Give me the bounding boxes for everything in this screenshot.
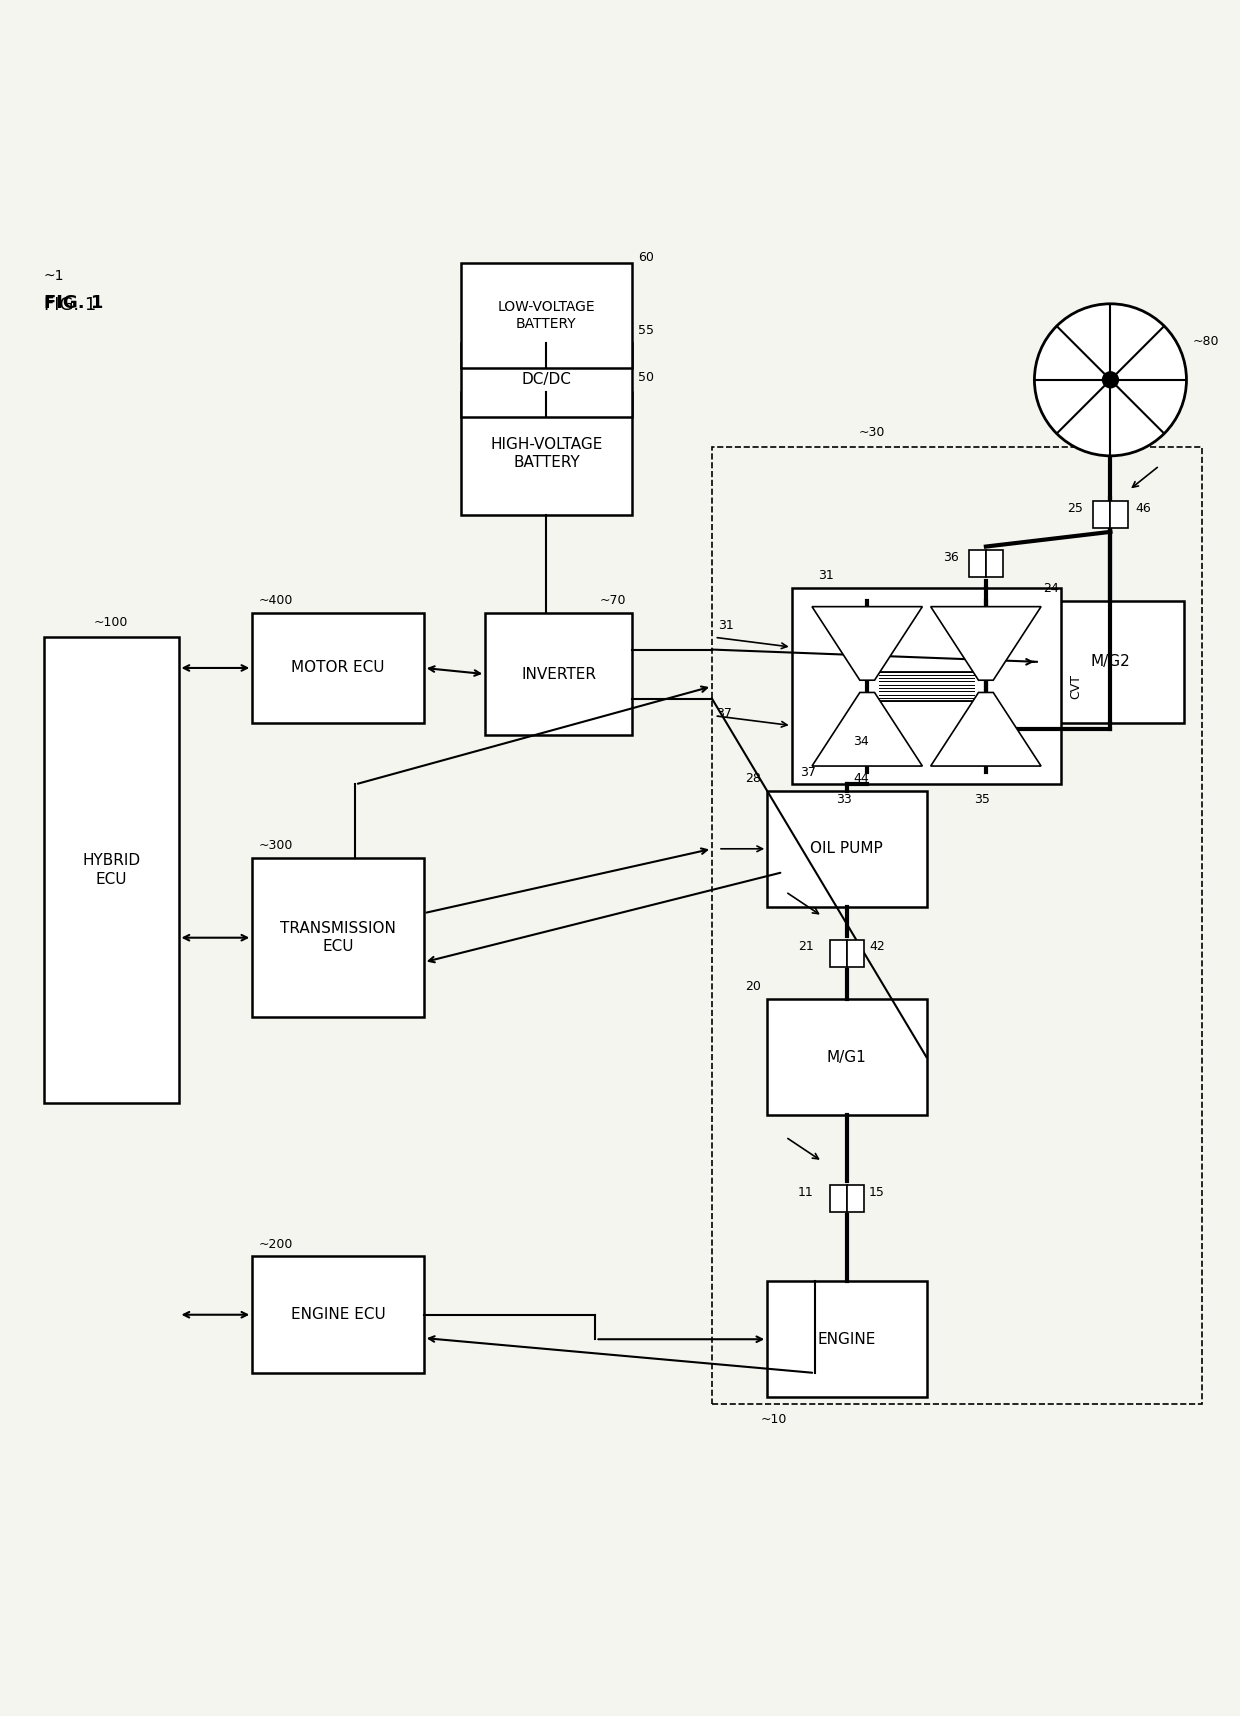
- Text: M/G2: M/G2: [1090, 654, 1131, 669]
- Bar: [460, 263, 632, 367]
- Text: 42: 42: [869, 940, 884, 954]
- Bar: [252, 1256, 424, 1373]
- Text: LOW-VOLTAGE
BATTERY: LOW-VOLTAGE BATTERY: [497, 300, 595, 331]
- Bar: [847, 1184, 864, 1211]
- Text: FIG. 1: FIG. 1: [43, 293, 103, 312]
- Bar: [712, 448, 1203, 1404]
- Text: ~200: ~200: [258, 1237, 293, 1251]
- Bar: [768, 791, 926, 908]
- Text: OIL PUMP: OIL PUMP: [811, 841, 883, 856]
- Text: CVT: CVT: [1070, 674, 1083, 698]
- Bar: [1111, 501, 1127, 529]
- Text: ~400: ~400: [258, 594, 293, 607]
- Text: 24: 24: [1043, 582, 1059, 595]
- Text: 15: 15: [869, 1186, 885, 1198]
- Polygon shape: [812, 607, 923, 680]
- Text: ENGINE: ENGINE: [817, 1332, 875, 1347]
- Text: ~70: ~70: [600, 594, 626, 607]
- Text: TRANSMISSION
ECU: TRANSMISSION ECU: [280, 921, 396, 954]
- Text: 37: 37: [800, 765, 816, 779]
- Bar: [252, 858, 424, 1018]
- Text: 31: 31: [718, 618, 734, 631]
- Text: DC/DC: DC/DC: [522, 372, 572, 388]
- Text: 28: 28: [745, 772, 761, 784]
- Bar: [847, 940, 864, 966]
- Text: ~80: ~80: [1193, 335, 1219, 348]
- Text: ~10: ~10: [761, 1412, 787, 1426]
- Bar: [252, 613, 424, 722]
- Text: 33: 33: [837, 793, 852, 805]
- Bar: [791, 589, 1061, 784]
- Text: 50: 50: [639, 371, 655, 384]
- Bar: [460, 391, 632, 515]
- Text: 21: 21: [797, 940, 813, 954]
- Text: ~100: ~100: [94, 616, 129, 630]
- Circle shape: [1034, 304, 1187, 456]
- Polygon shape: [812, 693, 923, 765]
- Text: FIG. 1: FIG. 1: [43, 297, 95, 314]
- Text: 34: 34: [853, 734, 869, 748]
- Text: 31: 31: [818, 570, 833, 582]
- Bar: [460, 343, 632, 417]
- Circle shape: [1102, 372, 1118, 388]
- Text: INVERTER: INVERTER: [521, 666, 596, 681]
- Bar: [768, 1282, 926, 1397]
- Text: HIGH-VOLTAGE
BATTERY: HIGH-VOLTAGE BATTERY: [490, 436, 603, 470]
- Text: 44: 44: [853, 772, 869, 784]
- Text: HYBRID
ECU: HYBRID ECU: [82, 853, 140, 887]
- Bar: [968, 551, 986, 577]
- Polygon shape: [931, 693, 1042, 765]
- Text: 11: 11: [797, 1186, 813, 1198]
- Bar: [485, 613, 632, 736]
- Text: ~300: ~300: [258, 839, 293, 853]
- Text: MOTOR ECU: MOTOR ECU: [291, 661, 384, 676]
- Bar: [1037, 601, 1184, 722]
- Bar: [986, 551, 1003, 577]
- Text: 25: 25: [1068, 503, 1084, 515]
- Bar: [768, 999, 926, 1115]
- Bar: [43, 637, 179, 1103]
- Text: ENGINE ECU: ENGINE ECU: [290, 1308, 386, 1323]
- Text: 46: 46: [1135, 503, 1151, 515]
- Text: 20: 20: [745, 980, 761, 994]
- Text: 36: 36: [942, 551, 959, 565]
- Bar: [830, 940, 847, 966]
- Bar: [1094, 501, 1111, 529]
- Text: M/G1: M/G1: [827, 1050, 867, 1064]
- Text: 60: 60: [639, 251, 655, 264]
- Text: 55: 55: [639, 324, 655, 338]
- Text: 37: 37: [715, 707, 732, 719]
- Text: ~30: ~30: [859, 426, 885, 439]
- Text: ~1: ~1: [43, 269, 64, 283]
- Text: 35: 35: [973, 793, 990, 805]
- Bar: [830, 1184, 847, 1211]
- Polygon shape: [931, 607, 1042, 680]
